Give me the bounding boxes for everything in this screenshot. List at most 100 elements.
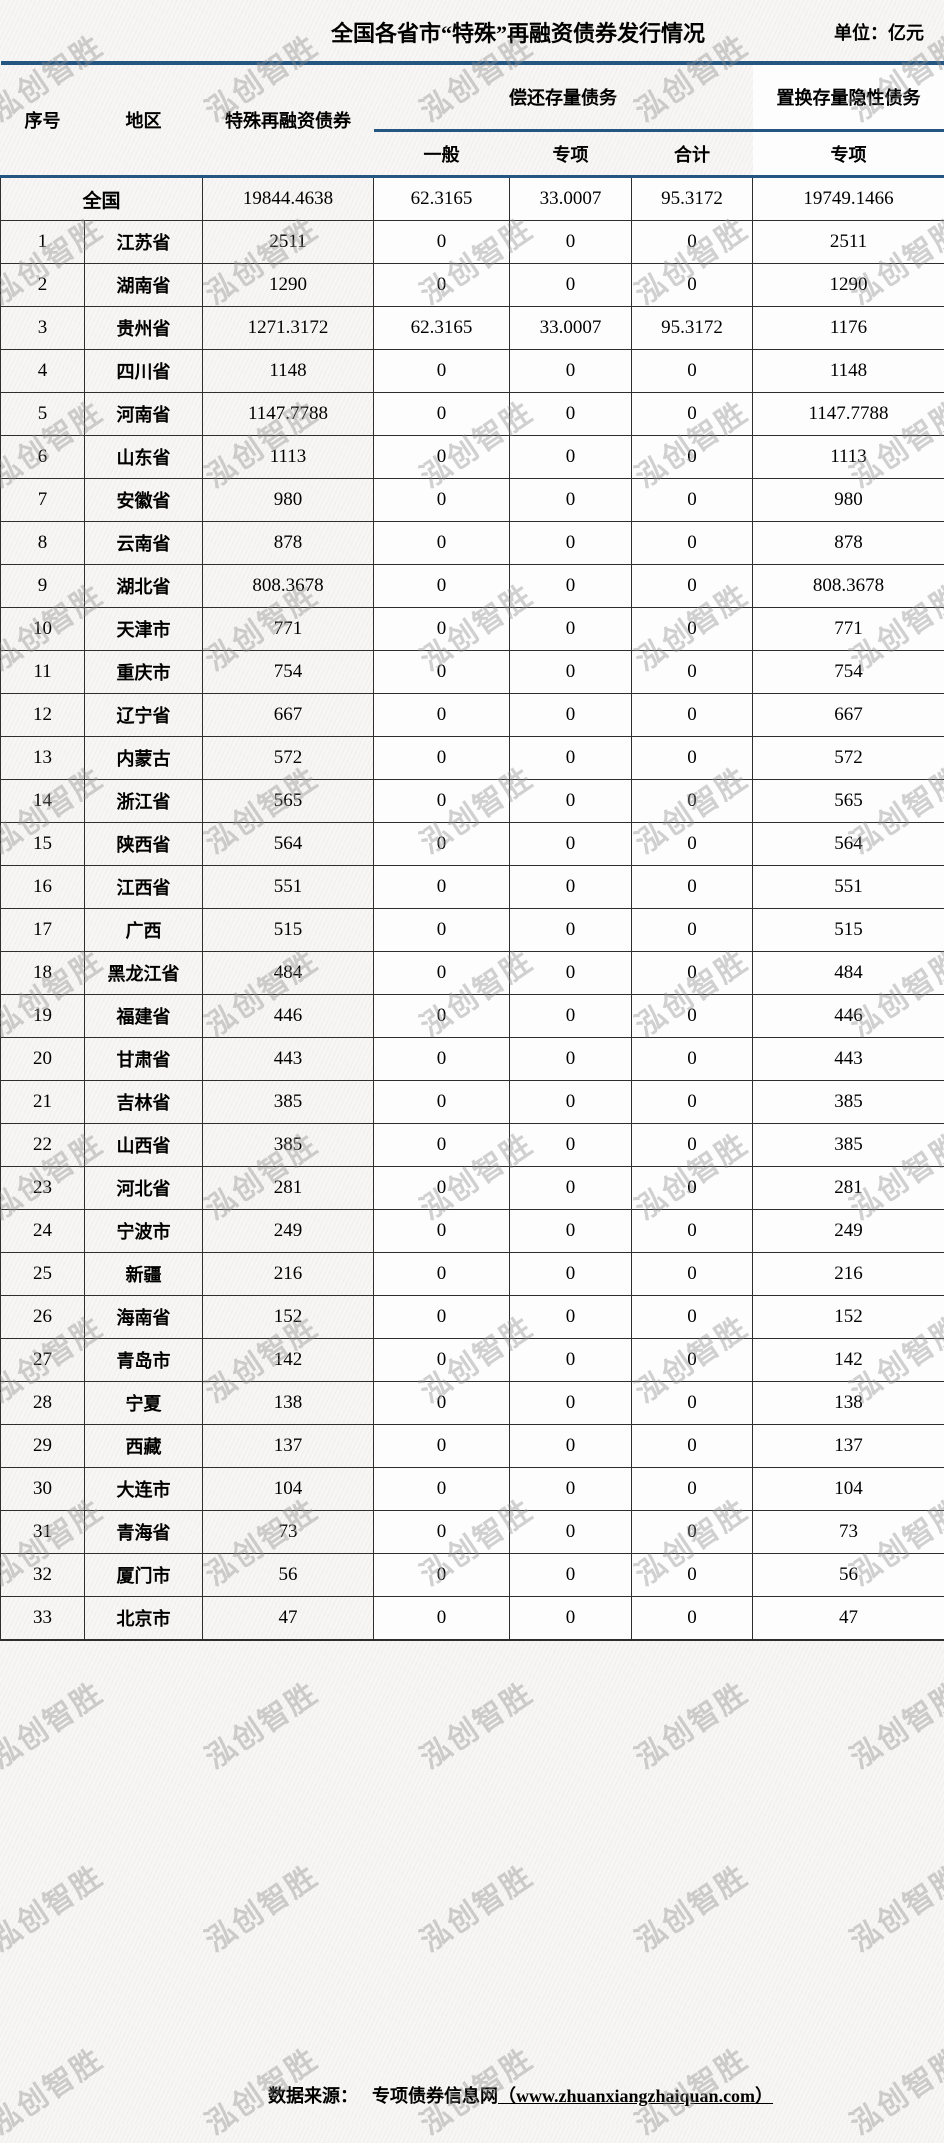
watermark-text: 泓创智胜	[0, 1852, 110, 1960]
row-total-cell: 0	[632, 1339, 753, 1382]
row-bond-cell: 1271.3172	[203, 307, 374, 350]
row-swap-cell: 56	[753, 1554, 944, 1597]
row-general-cell: 0	[374, 651, 510, 694]
watermark-text: 泓创智胜	[0, 2035, 110, 2143]
row-special-cell: 33.0007	[510, 307, 632, 350]
row-total-cell: 0	[632, 1253, 753, 1296]
row-bond-cell: 138	[203, 1382, 374, 1425]
row-swap-cell: 565	[753, 780, 944, 823]
row-special-cell: 33.0007	[510, 177, 632, 221]
watermark-text: 泓创智胜	[625, 1669, 756, 1777]
row-no-cell: 31	[1, 1511, 85, 1554]
row-swap-cell: 73	[753, 1511, 944, 1554]
row-special-cell: 0	[510, 479, 632, 522]
row-special-cell: 0	[510, 350, 632, 393]
row-general-cell: 0	[374, 952, 510, 995]
row-swap-cell: 1148	[753, 350, 944, 393]
row-swap-cell: 137	[753, 1425, 944, 1468]
row-region-cell: 江苏省	[85, 221, 203, 264]
header-group-swap: 置换存量隐性债务	[753, 63, 944, 131]
row-swap-cell: 385	[753, 1124, 944, 1167]
row-special-cell: 0	[510, 1124, 632, 1167]
row-no-cell: 16	[1, 866, 85, 909]
row-special-cell: 0	[510, 823, 632, 866]
row-region-cell: 山东省	[85, 436, 203, 479]
row-total-cell: 0	[632, 1210, 753, 1253]
bond-table: 序号 地区 特殊再融资债券 偿还存量债务 置换存量隐性债务 一般 专项 合计 专…	[0, 61, 944, 1641]
row-general-cell: 0	[374, 909, 510, 952]
row-special-cell: 0	[510, 522, 632, 565]
row-bond-cell: 1147.7788	[203, 393, 374, 436]
row-no-cell: 20	[1, 1038, 85, 1081]
header-special: 专项	[510, 131, 632, 177]
row-swap-cell: 152	[753, 1296, 944, 1339]
row-special-cell: 0	[510, 651, 632, 694]
row-swap-cell: 249	[753, 1210, 944, 1253]
row-general-cell: 0	[374, 995, 510, 1038]
row-swap-cell: 443	[753, 1038, 944, 1081]
row-bond-cell: 446	[203, 995, 374, 1038]
row-special-cell: 0	[510, 608, 632, 651]
watermark-text: 泓创智胜	[195, 1669, 326, 1777]
watermark-text: 泓创智胜	[625, 1852, 756, 1960]
row-bond-cell: 385	[203, 1124, 374, 1167]
row-general-cell: 0	[374, 1081, 510, 1124]
row-total-cell: 0	[632, 737, 753, 780]
row-bond-cell: 249	[203, 1210, 374, 1253]
row-bond-cell: 1148	[203, 350, 374, 393]
row-total-cell: 0	[632, 1425, 753, 1468]
row-region-cell: 天津市	[85, 608, 203, 651]
row-total-cell: 0	[632, 909, 753, 952]
row-special-cell: 0	[510, 1210, 632, 1253]
row-bond-cell: 551	[203, 866, 374, 909]
row-total-cell: 0	[632, 479, 753, 522]
row-bond-cell: 980	[203, 479, 374, 522]
row-bond-cell: 443	[203, 1038, 374, 1081]
row-bond-cell: 515	[203, 909, 374, 952]
header-no: 序号	[1, 63, 85, 177]
row-swap-cell: 1176	[753, 307, 944, 350]
row-swap-cell: 484	[753, 952, 944, 995]
row-special-cell: 0	[510, 909, 632, 952]
row-special-cell: 0	[510, 393, 632, 436]
header-group-repay: 偿还存量债务	[374, 63, 753, 131]
row-region-cell: 四川省	[85, 350, 203, 393]
row-no-cell: 29	[1, 1425, 85, 1468]
row-total-cell: 0	[632, 608, 753, 651]
row-region-cell: 陕西省	[85, 823, 203, 866]
row-bond-cell: 104	[203, 1468, 374, 1511]
row-region-cell: 青岛市	[85, 1339, 203, 1382]
row-no-cell: 25	[1, 1253, 85, 1296]
row-no-cell: 11	[1, 651, 85, 694]
row-general-cell: 0	[374, 1339, 510, 1382]
watermark-text: 泓创智胜	[0, 1669, 110, 1777]
row-bond-cell: 667	[203, 694, 374, 737]
row-swap-cell: 142	[753, 1339, 944, 1382]
header-general: 一般	[374, 131, 510, 177]
row-no-cell: 24	[1, 1210, 85, 1253]
row-total-cell: 0	[632, 264, 753, 307]
row-swap-cell: 667	[753, 694, 944, 737]
data-source-url[interactable]: （www.zhuanxiangzhaiquan.com）	[498, 2086, 773, 2106]
row-region-cell: 新疆	[85, 1253, 203, 1296]
row-swap-cell: 216	[753, 1253, 944, 1296]
row-total-cell: 0	[632, 1382, 753, 1425]
row-bond-cell: 878	[203, 522, 374, 565]
row-general-cell: 0	[374, 694, 510, 737]
row-bond-cell: 281	[203, 1167, 374, 1210]
row-no-cell: 3	[1, 307, 85, 350]
row-total-cell: 0	[632, 436, 753, 479]
row-region-cell: 湖北省	[85, 565, 203, 608]
row-region-cell: 重庆市	[85, 651, 203, 694]
row-general-cell: 0	[374, 1038, 510, 1081]
row-no-cell: 1	[1, 221, 85, 264]
row-region-cell: 青海省	[85, 1511, 203, 1554]
row-total-cell: 0	[632, 694, 753, 737]
